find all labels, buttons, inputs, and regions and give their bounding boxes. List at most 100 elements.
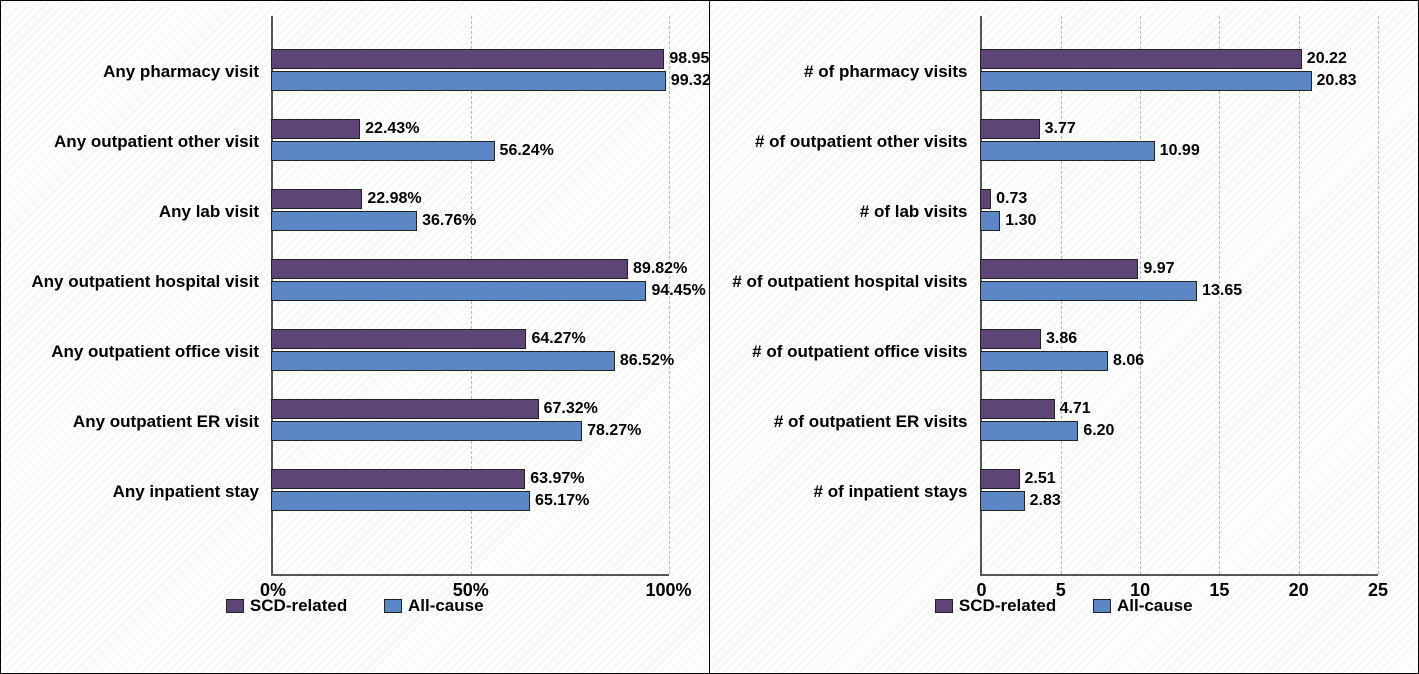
bar-all-cause: 86.52%: [271, 351, 615, 371]
bar-scd-related: 0.73: [980, 189, 992, 209]
legend-item-scd: SCD-related: [935, 596, 1061, 615]
category-label: Any outpatient hospital visit: [21, 272, 271, 292]
x-tick-label: 10: [1130, 574, 1150, 601]
category-row: Any inpatient stay63.97%65.17%: [271, 457, 669, 527]
bar-scd-related: 98.95%: [271, 49, 664, 69]
bar-value-label: 3.86: [1040, 330, 1077, 348]
category-row: # of pharmacy visits20.2220.83: [980, 37, 1379, 107]
category-row: # of inpatient stays2.512.83: [980, 457, 1379, 527]
bar-value-label: 10.99: [1154, 142, 1200, 160]
bar-value-label: 63.97%: [524, 470, 584, 488]
category-label: Any lab visit: [21, 202, 271, 222]
category-row: # of outpatient other visits3.7710.99: [980, 107, 1379, 177]
bar-all-cause: 1.30: [980, 211, 1001, 231]
category-row: # of lab visits0.731.30: [980, 177, 1379, 247]
bar-value-label: 9.97: [1137, 260, 1174, 278]
category-row: Any pharmacy visit98.95%99.32%: [271, 37, 669, 107]
bar-value-label: 20.22: [1301, 50, 1347, 68]
category-row: Any outpatient hospital visit89.82%94.45…: [271, 247, 669, 317]
category-row: # of outpatient hospital visits9.9713.65: [980, 247, 1379, 317]
bar-value-label: 0.73: [990, 190, 1027, 208]
bar-all-cause: 2.83: [980, 491, 1025, 511]
category-row: Any outpatient ER visit67.32%78.27%: [271, 387, 669, 457]
chart-panels: 0%50%100% Any pharmacy visit98.95%99.32%…: [0, 0, 1419, 674]
category-label: # of outpatient other visits: [730, 132, 980, 152]
left-plot-area: 0%50%100% Any pharmacy visit98.95%99.32%…: [271, 16, 669, 576]
x-tick-label: 0: [976, 574, 986, 601]
legend-label-all: All-cause: [1117, 596, 1193, 615]
category-row: Any outpatient other visit22.43%56.24%: [271, 107, 669, 177]
bar-value-label: 56.24%: [494, 142, 554, 160]
bar-value-label: 22.98%: [361, 190, 421, 208]
bar-all-cause: 8.06: [980, 351, 1108, 371]
bar-value-label: 1.30: [999, 212, 1036, 230]
bar-value-label: 36.76%: [416, 212, 476, 230]
legend-swatch-all: [1093, 599, 1111, 613]
bar-scd-related: 2.51: [980, 469, 1020, 489]
legend-item-scd: SCD-related: [226, 596, 352, 615]
category-label: Any outpatient ER visit: [21, 412, 271, 432]
bar-scd-related: 22.43%: [271, 119, 360, 139]
bar-value-label: 2.51: [1019, 470, 1056, 488]
bar-value-label: 65.17%: [529, 492, 589, 510]
category-row: # of outpatient office visits3.868.06: [980, 317, 1379, 387]
category-label: # of pharmacy visits: [730, 62, 980, 82]
category-label: # of outpatient office visits: [730, 342, 980, 362]
x-tick-label: 25: [1368, 574, 1388, 601]
bar-all-cause: 99.32%: [271, 71, 666, 91]
left-legend: SCD-related All-cause: [21, 576, 689, 616]
category-label: Any pharmacy visit: [21, 62, 271, 82]
bar-value-label: 78.27%: [581, 422, 641, 440]
bar-value-label: 13.65: [1196, 282, 1242, 300]
legend-swatch-all: [384, 599, 402, 613]
x-tick-label: 50%: [453, 574, 489, 601]
bar-all-cause: 6.20: [980, 421, 1079, 441]
legend-swatch-scd: [935, 599, 953, 613]
right-plot-area: 0510152025 # of pharmacy visits20.2220.8…: [980, 16, 1379, 576]
bar-scd-related: 3.86: [980, 329, 1042, 349]
legend-swatch-scd: [226, 599, 244, 613]
bar-value-label: 22.43%: [359, 120, 419, 138]
bar-scd-related: 20.22: [980, 49, 1302, 69]
category-row: # of outpatient ER visits4.716.20: [980, 387, 1379, 457]
category-label: # of inpatient stays: [730, 482, 980, 502]
left-panel: 0%50%100% Any pharmacy visit98.95%99.32%…: [1, 1, 710, 673]
bar-scd-related: 22.98%: [271, 189, 362, 209]
bar-value-label: 20.83: [1311, 72, 1357, 90]
category-label: # of outpatient ER visits: [730, 412, 980, 432]
category-row: Any lab visit22.98%36.76%: [271, 177, 669, 247]
bar-all-cause: 36.76%: [271, 211, 417, 231]
bar-value-label: 86.52%: [614, 352, 674, 370]
bar-value-label: 4.71: [1054, 400, 1091, 418]
x-tick-label: 15: [1209, 574, 1229, 601]
bar-value-label: 8.06: [1107, 352, 1144, 370]
category-label: Any outpatient other visit: [21, 132, 271, 152]
bar-value-label: 64.27%: [525, 330, 585, 348]
x-tick-label: 20: [1289, 574, 1309, 601]
bar-scd-related: 64.27%: [271, 329, 526, 349]
grid-line: [1378, 16, 1379, 574]
category-row: Any outpatient office visit64.27%86.52%: [271, 317, 669, 387]
category-label: Any outpatient office visit: [21, 342, 271, 362]
bar-value-label: 94.45%: [645, 282, 705, 300]
bar-all-cause: 20.83: [980, 71, 1312, 91]
x-tick-label: 0%: [260, 574, 286, 601]
bar-value-label: 3.77: [1039, 120, 1076, 138]
bar-value-label: 67.32%: [538, 400, 598, 418]
category-label: # of outpatient hospital visits: [730, 272, 980, 292]
bar-all-cause: 56.24%: [271, 141, 495, 161]
bar-scd-related: 89.82%: [271, 259, 628, 279]
bar-scd-related: 3.77: [980, 119, 1040, 139]
legend-label-scd: SCD-related: [959, 596, 1056, 615]
bar-scd-related: 67.32%: [271, 399, 539, 419]
category-label: Any inpatient stay: [21, 482, 271, 502]
bar-all-cause: 10.99: [980, 141, 1155, 161]
bar-value-label: 89.82%: [627, 260, 687, 278]
bar-all-cause: 94.45%: [271, 281, 646, 301]
bar-all-cause: 65.17%: [271, 491, 530, 511]
bar-value-label: 2.83: [1024, 492, 1061, 510]
bar-all-cause: 78.27%: [271, 421, 582, 441]
x-tick-label: 5: [1056, 574, 1066, 601]
bar-all-cause: 13.65: [980, 281, 1198, 301]
right-panel: 0510152025 # of pharmacy visits20.2220.8…: [710, 1, 1419, 673]
